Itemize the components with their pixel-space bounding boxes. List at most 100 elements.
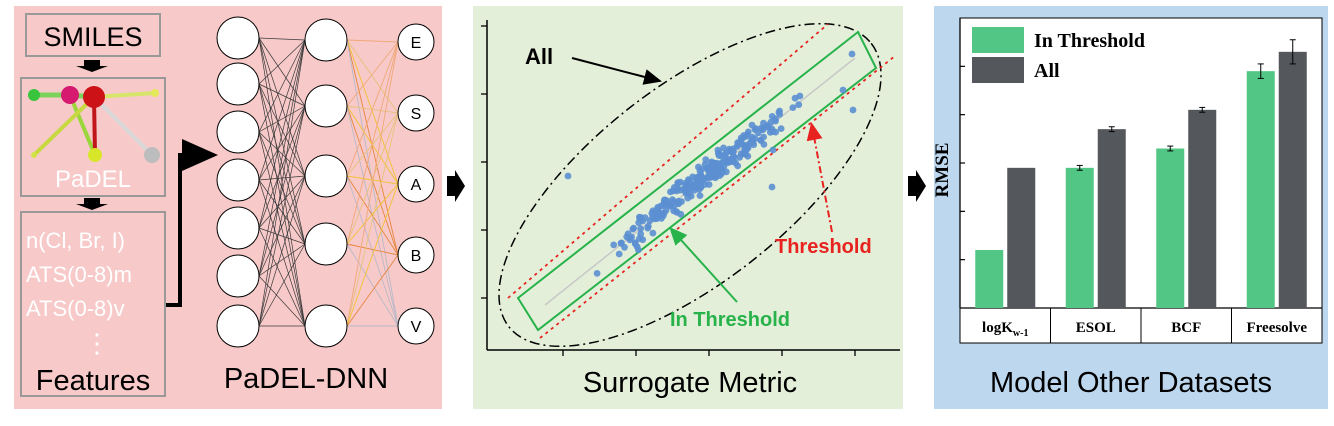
network-edge <box>258 105 306 327</box>
threshold-lower-line <box>539 55 896 339</box>
scatter-point <box>760 119 767 127</box>
network-edge <box>258 37 306 245</box>
network-edge <box>258 175 306 327</box>
scatter-point <box>673 209 681 216</box>
descriptor-item: ATS(0-8)v <box>26 296 125 321</box>
network-edge <box>346 112 399 327</box>
network-edge <box>346 39 399 185</box>
bar <box>1188 109 1217 308</box>
output-neuron <box>397 23 435 61</box>
axis-ticks <box>481 25 856 356</box>
scatter-point <box>637 214 645 221</box>
in-threshold-box <box>516 30 878 332</box>
scatter-point <box>654 203 662 211</box>
threshold-upper-line <box>507 23 829 299</box>
network-edge <box>258 39 306 229</box>
scatter-point <box>644 222 652 230</box>
input-neuron <box>216 158 260 202</box>
network-edge <box>258 179 306 327</box>
input-neuron <box>216 206 260 250</box>
scatter-point <box>660 209 668 217</box>
datasets-xlabel: Model Other Datasets <box>990 367 1272 399</box>
network-edge <box>258 179 306 245</box>
label-all: All <box>525 44 553 69</box>
scatter-point <box>593 270 601 277</box>
scatter-points <box>564 50 857 277</box>
hidden-neuron <box>304 18 348 62</box>
network-edge <box>346 41 399 327</box>
scatter-point <box>744 152 752 160</box>
output-neuron <box>397 94 435 132</box>
network-edge <box>258 39 306 133</box>
output-label: B <box>411 248 422 265</box>
scatter-point <box>765 123 772 131</box>
down-arrow-icon <box>76 198 108 210</box>
scatter-point <box>670 184 678 191</box>
legend-swatch <box>972 57 1024 83</box>
network-edge <box>258 83 306 327</box>
scatter-point <box>692 179 700 187</box>
scatter-point <box>729 157 737 165</box>
network-edge <box>258 83 306 107</box>
network-edge <box>258 227 306 245</box>
network-edge <box>258 37 306 107</box>
scatter-point <box>720 144 727 152</box>
scatter-point <box>714 146 722 154</box>
input-neuron <box>216 62 260 106</box>
network-edge <box>258 243 306 277</box>
scatter-point <box>628 233 635 241</box>
scatter-point <box>630 224 637 232</box>
scatter-point <box>736 153 744 161</box>
y-axis-label: RMSE <box>932 143 953 198</box>
scatter-point <box>684 194 692 202</box>
input-connector-arrow <box>166 139 218 307</box>
network-edge <box>346 183 399 245</box>
ellipsis: ⋮ <box>84 328 110 358</box>
padel-box <box>20 77 166 197</box>
network-edge <box>346 112 399 245</box>
network-edge <box>346 39 399 114</box>
network-edge <box>258 39 306 277</box>
legend-swatch <box>972 27 1024 53</box>
scatter-point <box>564 172 572 180</box>
scatter-point <box>760 133 767 141</box>
scatter-point <box>696 192 704 200</box>
padel-label: PaDEL <box>55 166 131 193</box>
network-edge <box>258 37 306 41</box>
network-edge <box>258 105 306 181</box>
scatter-point <box>662 196 670 204</box>
network-edge <box>346 105 399 256</box>
scatter-point <box>777 125 785 132</box>
network-edge <box>258 275 306 327</box>
network-edge <box>258 175 306 277</box>
scatter-point <box>741 144 749 152</box>
network-edge <box>346 175 399 185</box>
scatter-point <box>704 173 712 181</box>
network-edge <box>346 254 399 327</box>
descriptor-item: ATS(0-8)m <box>26 262 132 287</box>
network-edge <box>346 243 399 327</box>
output-label: E <box>411 35 422 52</box>
scatter-point <box>795 101 803 109</box>
bar <box>1156 148 1185 308</box>
hidden-neuron <box>304 154 348 198</box>
network-edge <box>346 243 399 256</box>
panel-padel-dnn: SMILES PaDEL <box>14 6 442 409</box>
scatter-point <box>649 229 657 237</box>
network-edge <box>258 39 306 327</box>
scatter-point <box>769 146 777 154</box>
scatter-point <box>610 241 618 249</box>
scatter-point <box>705 166 713 174</box>
output-neuron <box>397 307 435 345</box>
scatter-point <box>675 199 682 207</box>
network-caption: PaDEL-DNN <box>224 363 388 395</box>
output-neuron <box>397 236 435 274</box>
input-neuron <box>216 16 260 60</box>
threshold-arrow <box>806 122 833 233</box>
network-edge <box>258 105 306 133</box>
network-edge <box>258 227 306 327</box>
legend-label: In Threshold <box>1034 30 1145 52</box>
scatter-point <box>715 152 723 159</box>
scatter-point <box>637 225 644 233</box>
